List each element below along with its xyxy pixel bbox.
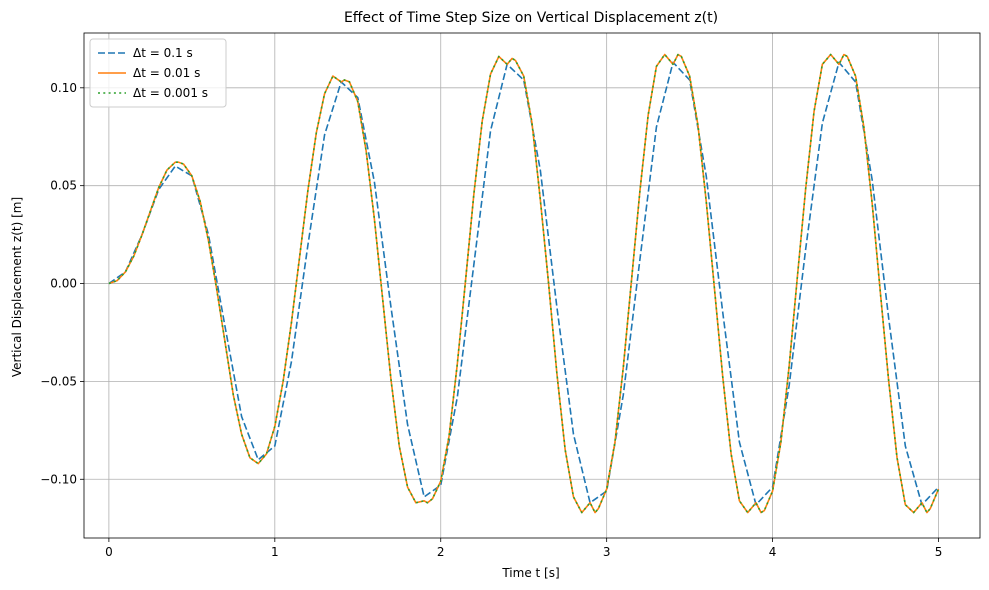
chart-title: Effect of Time Step Size on Vertical Dis… xyxy=(344,10,718,26)
y-tick-label: −0.05 xyxy=(40,374,77,388)
x-tick-label: 1 xyxy=(271,545,279,559)
series-line-2 xyxy=(108,53,940,514)
x-axis-label: Time t [s] xyxy=(501,566,559,580)
x-tick-label: 5 xyxy=(935,545,943,559)
y-tick-label: 0.05 xyxy=(50,179,77,193)
legend: Δt = 0.1 s Δt = 0.01 s Δt = 0.001 s xyxy=(89,38,227,108)
ticks: 0 1 2 3 4 5 −0.10 −0.05 0.00 0.05 0.10 xyxy=(40,81,942,559)
legend-box xyxy=(89,38,227,108)
y-tick-label: 0.10 xyxy=(50,81,77,95)
y-axis-label: Vertical Displacement z(t) [m] xyxy=(10,197,24,377)
plot-frame xyxy=(83,32,981,539)
y-tick-label: −0.10 xyxy=(40,472,77,486)
legend-label: Δt = 0.001 s xyxy=(133,86,208,100)
y-tick-label: 0.00 xyxy=(50,277,77,291)
x-tick-label: 0 xyxy=(105,545,113,559)
x-tick-label: 4 xyxy=(769,545,777,559)
series-line-1 xyxy=(108,61,940,506)
x-tick-label: 2 xyxy=(437,545,445,559)
legend-label: Δt = 0.01 s xyxy=(133,66,200,80)
legend-label: Δt = 0.1 s xyxy=(133,46,193,60)
grid xyxy=(84,33,980,538)
series-layer xyxy=(108,53,940,514)
x-tick-label: 3 xyxy=(603,545,611,559)
